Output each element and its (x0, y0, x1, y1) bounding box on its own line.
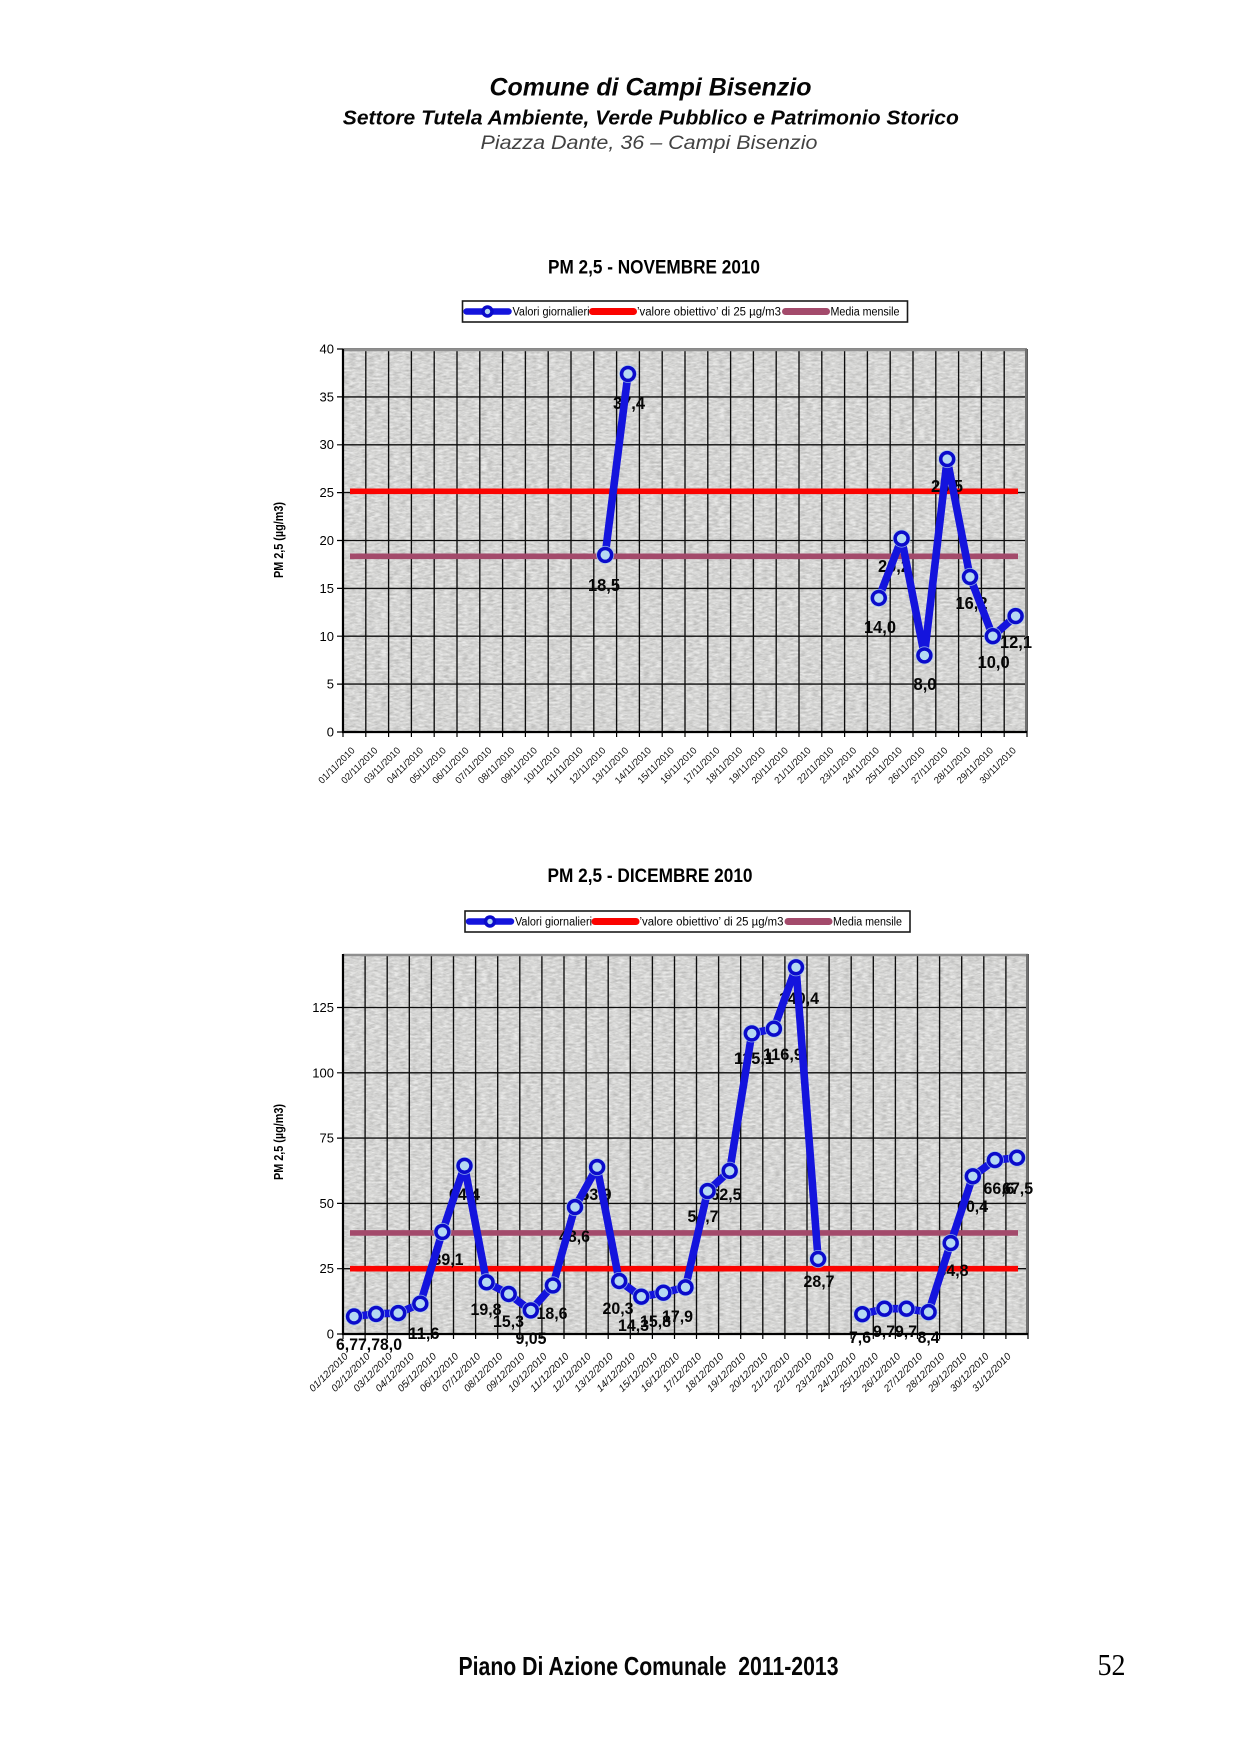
svg-text:15: 15 (320, 581, 334, 596)
svg-text:18,6: 18,6 (537, 1304, 568, 1323)
svg-text:8,0: 8,0 (380, 1335, 402, 1354)
svg-text:35: 35 (320, 389, 334, 404)
svg-text:12,1: 12,1 (1000, 632, 1032, 652)
svg-text:8,0: 8,0 (914, 674, 937, 694)
svg-text:18,5: 18,5 (588, 575, 620, 595)
svg-text:Piano Di Azione Comunale 2011: Piano Di Azione Comunale 2011-2013 (459, 1651, 839, 1681)
svg-text:Piazza Dante, 36 – Campi Bisen: Piazza Dante, 36 – Campi Bisenzio (481, 133, 818, 154)
svg-text:62,5: 62,5 (711, 1185, 742, 1204)
svg-text:25: 25 (320, 485, 334, 500)
svg-text:0: 0 (327, 725, 334, 740)
svg-text:20: 20 (320, 533, 334, 548)
svg-text:19,8: 19,8 (471, 1300, 502, 1319)
svg-text:14,3: 14,3 (618, 1316, 649, 1335)
svg-text:9,7: 9,7 (873, 1322, 895, 1341)
svg-text:37,4: 37,4 (613, 393, 645, 413)
svg-text:25: 25 (320, 1261, 334, 1276)
svg-text:10,0: 10,0 (978, 652, 1010, 672)
svg-text:8,4: 8,4 (918, 1328, 940, 1347)
svg-text:PM 2,5 - DICEMBRE 2010: PM 2,5 - DICEMBRE 2010 (548, 866, 753, 887)
svg-text:Settore Tutela Ambiente, Verde: Settore Tutela Ambiente, Verde Pubblico … (343, 106, 959, 129)
svg-text:Comune di Campi Bisenzio: Comune di Campi Bisenzio (490, 74, 812, 102)
svg-text:0: 0 (327, 1327, 334, 1342)
svg-text:20,3: 20,3 (603, 1299, 634, 1318)
svg-text:15,8: 15,8 (640, 1312, 671, 1331)
svg-text:28,7: 28,7 (804, 1272, 835, 1291)
svg-text:Media mensile: Media mensile (833, 917, 902, 929)
svg-text:100: 100 (312, 1065, 334, 1080)
svg-text:PM 2,5 - NOVEMBRE 2010: PM 2,5 - NOVEMBRE 2010 (548, 258, 760, 279)
svg-text:15,3: 15,3 (493, 1312, 524, 1331)
svg-text:40: 40 (320, 342, 334, 357)
svg-text:6,7: 6,7 (336, 1335, 358, 1354)
svg-text:75: 75 (320, 1131, 334, 1146)
svg-text:9,7: 9,7 (895, 1322, 917, 1341)
svg-text:PM 2,5 (µg/m3): PM 2,5 (µg/m3) (272, 1104, 286, 1180)
svg-text:30: 30 (320, 437, 334, 452)
svg-text:125: 125 (312, 1000, 334, 1015)
svg-text:50: 50 (320, 1196, 334, 1211)
svg-text:116,9: 116,9 (763, 1045, 803, 1064)
svg-text:17,9: 17,9 (662, 1307, 693, 1326)
svg-text:67,5: 67,5 (1002, 1179, 1033, 1198)
svg-text:52: 52 (1098, 1647, 1126, 1682)
svg-text:5: 5 (327, 677, 334, 692)
svg-text:’valore obiettivo’ di 25 µg/m3: ’valore obiettivo’ di 25 µg/m3 (640, 917, 784, 929)
svg-text:7,7: 7,7 (358, 1335, 380, 1354)
svg-text:Media mensile: Media mensile (831, 307, 900, 319)
svg-text:Valori giornalieri: Valori giornalieri (515, 917, 592, 929)
svg-text:PM 2,5 (µg/m3): PM 2,5 (µg/m3) (272, 502, 286, 578)
svg-text:Valori giornalieri: Valori giornalieri (513, 307, 590, 319)
svg-text:66,6: 66,6 (984, 1179, 1015, 1198)
svg-text:10: 10 (320, 629, 334, 644)
svg-text:7,6: 7,6 (849, 1328, 871, 1347)
svg-text:14,0: 14,0 (864, 617, 896, 637)
svg-text:’valore obiettivo’ di 25 µg/m3: ’valore obiettivo’ di 25 µg/m3 (637, 307, 781, 319)
svg-text:39,1: 39,1 (433, 1250, 464, 1269)
